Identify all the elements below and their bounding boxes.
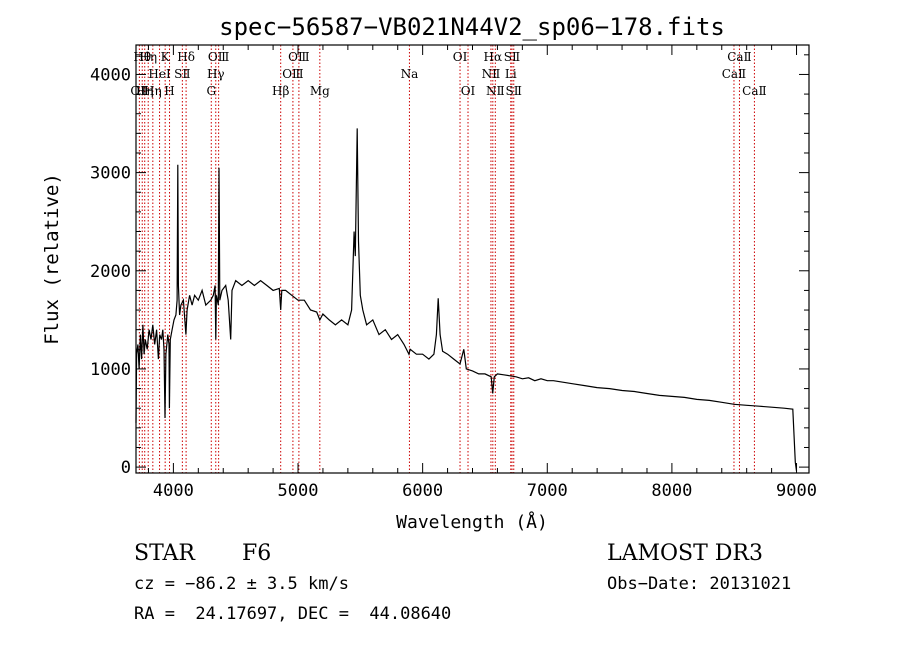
line-label-23: Li xyxy=(505,67,517,81)
line-label-18: OⅠ xyxy=(453,50,468,64)
line-label-26: CaⅡ xyxy=(722,67,747,81)
x-axis-label: Wavelength (Å) xyxy=(396,511,548,533)
x-tick-label: 7000 xyxy=(527,481,568,501)
line-label-6: K xyxy=(161,50,171,64)
line-label-15: OⅢ xyxy=(288,50,309,64)
chart-title: spec−56587−VB021N44V2_sp06−178.fits xyxy=(219,13,725,41)
spectrum-series-line xyxy=(135,128,798,472)
emission-line-markers xyxy=(138,45,755,473)
line-label-28: CaⅡ xyxy=(742,84,767,98)
observation-date: Obs−Date: 20131021 xyxy=(607,574,791,594)
object-subclass: F6 xyxy=(242,541,271,566)
line-label-12: OⅢ xyxy=(208,50,229,64)
y-tick-label: 3000 xyxy=(90,164,131,184)
line-label-19: OⅠ xyxy=(461,84,476,98)
line-label-14: OⅢ xyxy=(282,67,303,81)
line-label-17: Na xyxy=(401,67,419,81)
y-tick-label: 1000 xyxy=(90,360,131,380)
x-tick-label: 8000 xyxy=(651,481,692,501)
line-label-22: NⅡ xyxy=(486,84,505,98)
line-label-11: Hγ xyxy=(207,67,225,81)
line-label-0: OⅡ xyxy=(130,84,148,98)
x-tick-label: 6000 xyxy=(402,481,443,501)
y-tick-label: 2000 xyxy=(90,262,131,282)
redshift-cz: cz = −86.2 ± 3.5 km/s xyxy=(134,574,349,594)
line-label-13: Hβ xyxy=(272,84,289,98)
y-tick-label: 0 xyxy=(121,458,131,478)
object-class: STAR xyxy=(134,541,196,566)
line-label-4: Hη xyxy=(144,84,162,98)
line-label-5: HeI xyxy=(148,67,171,81)
line-label-25: SⅡ xyxy=(506,84,522,98)
line-label-8: SⅡ xyxy=(174,67,190,81)
emission-line-labels: OⅡHθHηHηHηHeIKHSⅡHδGHγOⅢHβOⅢOⅢMgNaOⅠOⅠNⅡ… xyxy=(130,50,766,98)
line-label-3: Hη xyxy=(139,50,157,64)
line-label-1: Hθ xyxy=(133,50,151,64)
line-label-27: CaⅡ xyxy=(727,50,752,64)
line-label-24: SⅡ xyxy=(504,50,520,64)
x-tick-label: 5000 xyxy=(278,481,319,501)
survey-name: LAMOST DR3 xyxy=(607,541,763,566)
x-tick-label: 9000 xyxy=(776,481,817,501)
plot-frame xyxy=(135,44,810,474)
y-tick-label: 4000 xyxy=(90,65,131,85)
axis-tick-labels: 4000 5000 6000 7000 8000 9000 0 1000 2000 3000 400… xyxy=(90,65,817,501)
x-tick-label: 4000 xyxy=(153,481,194,501)
line-label-7: H xyxy=(164,84,174,98)
ra-dec-coordinates: RA = 24.17697, DEC = 44.08640 xyxy=(134,604,451,624)
line-label-10: G xyxy=(206,84,216,98)
y-axis-label: Flux (relative) xyxy=(41,173,63,345)
axis-ticks xyxy=(136,45,809,473)
line-label-20: NⅡ xyxy=(482,67,501,81)
line-label-21: Hα xyxy=(484,50,503,64)
line-label-9: Hδ xyxy=(177,50,195,64)
line-label-16: Mg xyxy=(310,84,330,98)
